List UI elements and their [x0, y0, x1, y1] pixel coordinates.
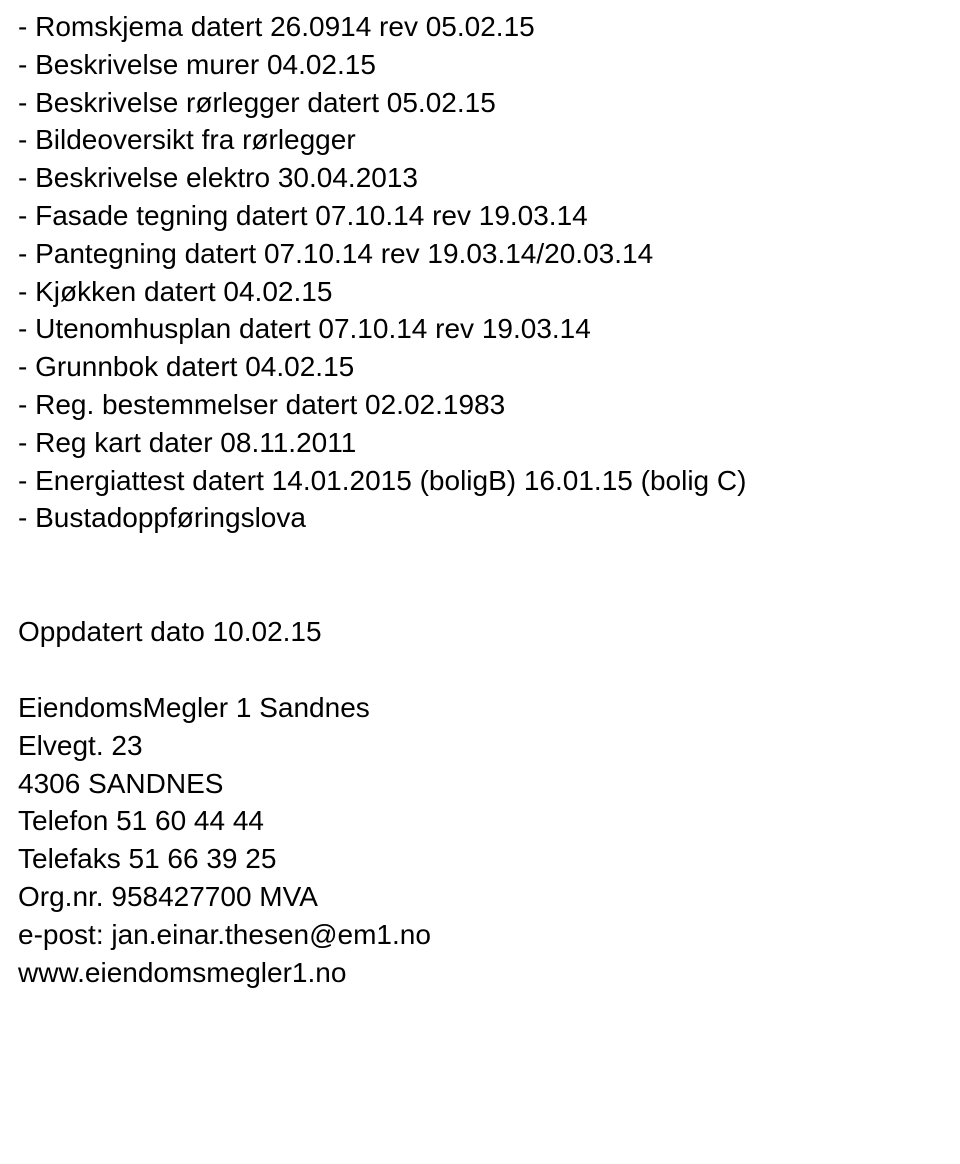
postal-city: 4306 SANDNES: [18, 765, 942, 803]
contact-block: EiendomsMegler 1 Sandnes Elvegt. 23 4306…: [18, 689, 942, 991]
list-item: - Reg kart dater 08.11.2011: [18, 424, 942, 462]
street-address: Elvegt. 23: [18, 727, 942, 765]
phone: Telefon 51 60 44 44: [18, 802, 942, 840]
list-item: - Bildeoversikt fra rørlegger: [18, 121, 942, 159]
list-item: - Kjøkken datert 04.02.15: [18, 273, 942, 311]
list-item: - Utenomhusplan datert 07.10.14 rev 19.0…: [18, 310, 942, 348]
fax: Telefaks 51 66 39 25: [18, 840, 942, 878]
document-list: - Romskjema datert 26.0914 rev 05.02.15 …: [18, 8, 942, 537]
list-item: - Bustadoppføringslova: [18, 499, 942, 537]
list-item: - Beskrivelse murer 04.02.15: [18, 46, 942, 84]
email: e-post: jan.einar.thesen@em1.no: [18, 916, 942, 954]
updated-date: Oppdatert dato 10.02.15: [18, 613, 942, 651]
list-item: - Fasade tegning datert 07.10.14 rev 19.…: [18, 197, 942, 235]
list-item: - Grunnbok datert 04.02.15: [18, 348, 942, 386]
list-item: - Beskrivelse elektro 30.04.2013: [18, 159, 942, 197]
org-number: Org.nr. 958427700 MVA: [18, 878, 942, 916]
list-item: - Beskrivelse rørlegger datert 05.02.15: [18, 84, 942, 122]
list-item: - Energiattest datert 14.01.2015 (boligB…: [18, 462, 942, 500]
list-item: - Pantegning datert 07.10.14 rev 19.03.1…: [18, 235, 942, 273]
list-item: - Reg. bestemmelser datert 02.02.1983: [18, 386, 942, 424]
website: www.eiendomsmegler1.no: [18, 954, 942, 992]
company-name: EiendomsMegler 1 Sandnes: [18, 689, 942, 727]
list-item: - Romskjema datert 26.0914 rev 05.02.15: [18, 8, 942, 46]
